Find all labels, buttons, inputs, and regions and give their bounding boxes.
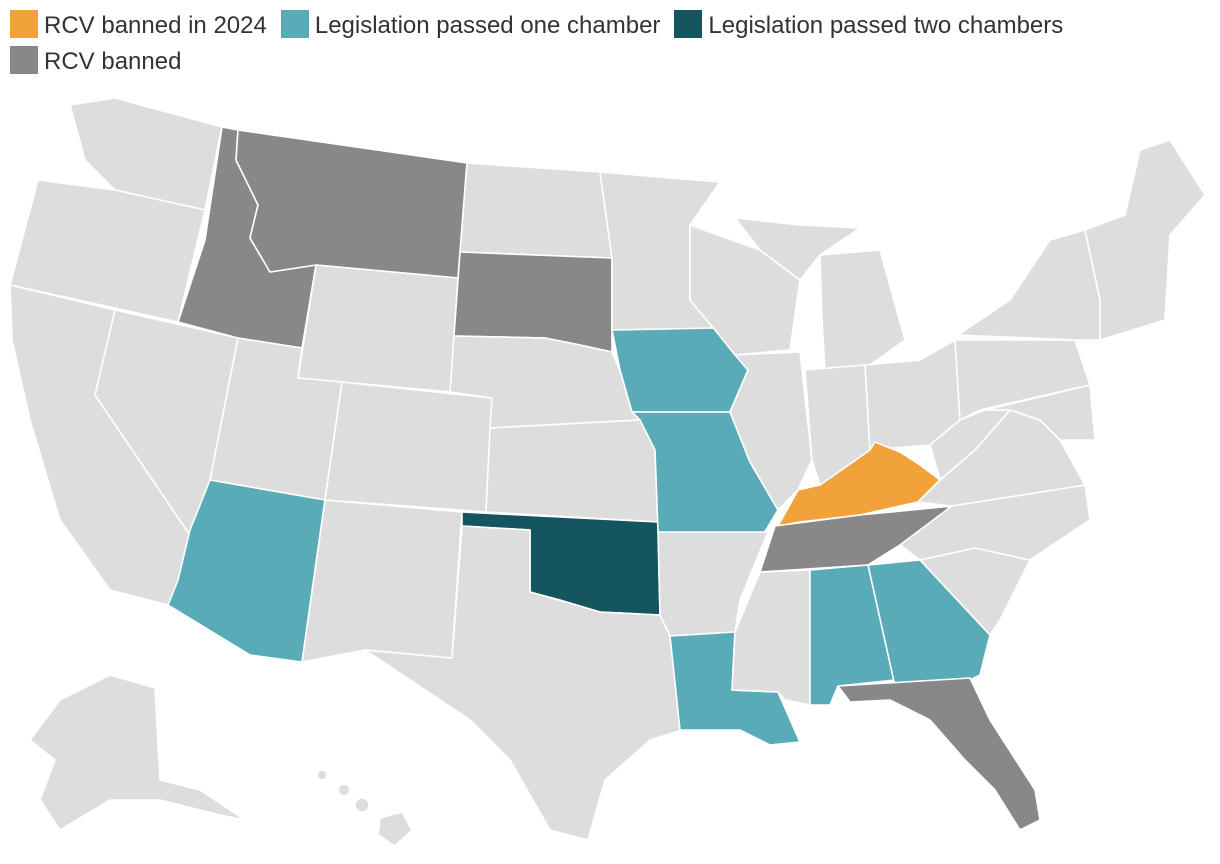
legend-swatch-banned-2024	[10, 10, 38, 38]
state-wyoming	[297, 264, 459, 393]
state-colorado	[324, 381, 493, 513]
legend-swatch-one-chamber	[280, 10, 309, 38]
state-montana	[235, 129, 468, 279]
legend-label-banned-2024: RCV banned in 2024	[44, 12, 267, 39]
state-texas	[364, 525, 683, 841]
legend-item-banned: RCV banned	[10, 44, 181, 80]
state-hawaii-islet	[316, 769, 328, 781]
state-new-york	[957, 229, 1101, 341]
legend-label-banned: RCV banned	[44, 48, 182, 75]
state-florida	[837, 677, 1041, 831]
state-michigan-upper	[734, 217, 861, 281]
state-new-england	[1084, 139, 1206, 341]
state-north-dakota	[459, 162, 613, 259]
state-alaska	[29, 674, 246, 831]
legend-item-one-chamber: Legislation passed one chamber	[280, 8, 661, 44]
state-oregon	[9, 179, 206, 323]
state-mid-atlantic	[984, 384, 1096, 441]
state-new-mexico	[301, 499, 463, 663]
map-legend: RCV banned in 2024 Legislation passed one…	[10, 8, 1210, 80]
state-hawaii	[377, 811, 413, 847]
state-michigan	[819, 249, 906, 371]
legend-label-two-chambers: Legislation passed two chambers	[708, 12, 1064, 39]
legend-label-one-chamber: Legislation passed one chamber	[314, 12, 661, 39]
state-north-carolina	[899, 484, 1091, 561]
state-hawaii-islet	[337, 783, 351, 797]
legend-swatch-two-chambers	[674, 10, 703, 38]
legend-item-banned-2024: RCV banned in 2024	[10, 8, 267, 44]
state-illinois	[729, 351, 813, 511]
legend-swatch-banned	[10, 46, 38, 74]
state-hawaii-islet	[354, 797, 370, 813]
map-states	[9, 97, 1206, 847]
state-kansas	[485, 419, 659, 523]
legend-item-two-chambers: Legislation passed two chambers	[674, 8, 1063, 44]
